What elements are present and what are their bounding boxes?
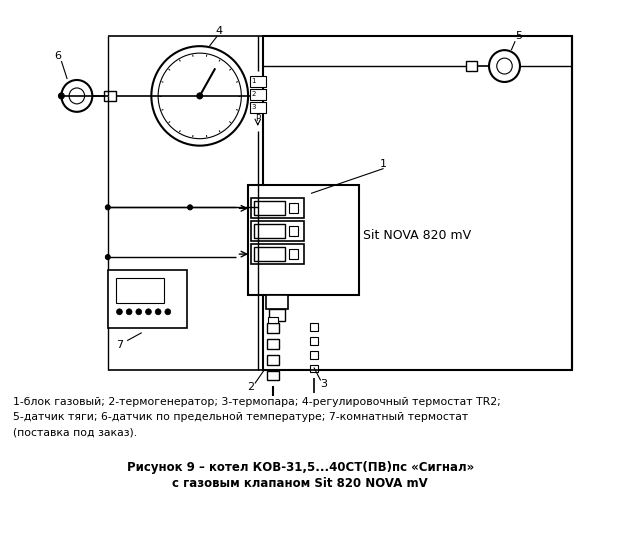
Bar xyxy=(288,249,298,259)
Text: 5: 5 xyxy=(516,31,522,41)
Text: 1-блок газовый; 2-термогенератор; 3-термопара; 4-регулировочный термостат TR2;: 1-блок газовый; 2-термогенератор; 3-терм… xyxy=(13,397,501,407)
Text: 4: 4 xyxy=(215,26,223,36)
Bar xyxy=(310,365,318,372)
Bar xyxy=(108,270,187,328)
Bar xyxy=(288,203,298,213)
Bar xyxy=(267,354,279,365)
Bar xyxy=(310,337,318,345)
Circle shape xyxy=(145,309,152,315)
Circle shape xyxy=(105,254,110,259)
Bar xyxy=(254,224,285,238)
Bar xyxy=(254,201,285,215)
Bar xyxy=(262,36,572,370)
Bar xyxy=(288,226,298,236)
Bar xyxy=(267,371,279,381)
Bar xyxy=(251,221,304,241)
Bar xyxy=(310,351,318,359)
Bar xyxy=(250,102,266,113)
Text: 1: 1 xyxy=(380,158,387,169)
Circle shape xyxy=(61,80,92,112)
Text: P: P xyxy=(255,114,261,123)
Circle shape xyxy=(497,58,513,74)
Circle shape xyxy=(197,93,202,99)
Circle shape xyxy=(165,309,171,315)
Text: 5-датчик тяги; 6-датчик по предельной температуре; 7-комнатный термостат: 5-датчик тяги; 6-датчик по предельной те… xyxy=(13,412,468,422)
Bar xyxy=(310,323,318,331)
Circle shape xyxy=(489,50,520,82)
Circle shape xyxy=(188,205,193,210)
Text: с газовым клапаном Sit 820 NOVA mV: с газовым клапаном Sit 820 NOVA mV xyxy=(173,477,428,490)
Bar xyxy=(269,317,278,323)
Bar xyxy=(116,278,164,303)
Text: Sit NOVA 820 mV: Sit NOVA 820 mV xyxy=(363,229,472,242)
Text: 3: 3 xyxy=(252,104,256,110)
Bar xyxy=(269,309,285,321)
Bar xyxy=(466,61,477,71)
Circle shape xyxy=(126,309,132,315)
Text: Рисунок 9 – котел КОВ-31,5...40СТ(ПВ)пс «Сигнал»: Рисунок 9 – котел КОВ-31,5...40СТ(ПВ)пс … xyxy=(127,461,474,474)
Bar xyxy=(254,247,285,261)
Bar xyxy=(267,339,279,348)
Circle shape xyxy=(152,46,248,146)
Circle shape xyxy=(58,93,64,99)
Text: 1: 1 xyxy=(252,79,256,85)
Bar xyxy=(251,198,304,218)
Text: 2: 2 xyxy=(248,382,254,393)
Text: 3: 3 xyxy=(320,379,327,389)
Circle shape xyxy=(158,53,241,139)
Circle shape xyxy=(116,309,123,315)
Circle shape xyxy=(69,88,85,104)
Text: 7: 7 xyxy=(116,340,123,349)
Circle shape xyxy=(136,309,142,315)
Text: (поставка под заказ).: (поставка под заказ). xyxy=(13,427,137,437)
Bar xyxy=(104,91,116,101)
Bar xyxy=(250,76,266,87)
Bar xyxy=(250,89,266,100)
Text: 2: 2 xyxy=(252,91,256,97)
Bar xyxy=(267,323,279,333)
Circle shape xyxy=(105,205,110,210)
Bar xyxy=(248,186,360,295)
Text: 6: 6 xyxy=(54,51,61,61)
Circle shape xyxy=(155,309,161,315)
Bar xyxy=(251,244,304,264)
Bar xyxy=(267,295,288,309)
